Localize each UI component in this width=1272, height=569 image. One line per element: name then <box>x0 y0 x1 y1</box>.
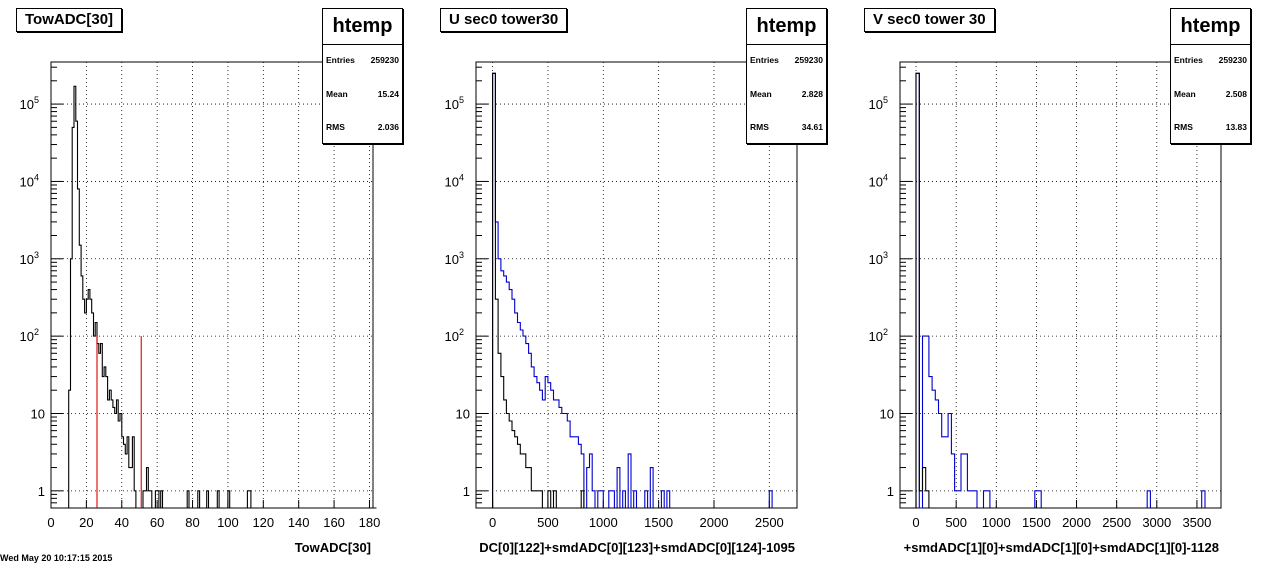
stats-rms-label: RMS <box>1174 122 1193 132</box>
x-tick-label: 100 <box>217 515 239 530</box>
histogram-series-1 <box>68 85 377 509</box>
y-tick-label: 1 <box>463 484 470 499</box>
chart-title: V sec0 tower 30 <box>864 8 995 32</box>
stats-rms-label: RMS <box>750 122 769 132</box>
stats-box: htemp Entries 259230 Mean 2.508 RMS 13.83 <box>1170 8 1251 144</box>
stats-name: htemp <box>1171 9 1250 45</box>
y-tick-label: 10 <box>456 406 470 421</box>
x-axis-label: TowADC[30] <box>294 540 371 555</box>
stats-mean-label: Mean <box>750 89 772 99</box>
pad-1: TowADC[30] htemp Entries 259230 Mean 15.24… <box>0 0 424 569</box>
y-tick-label: 1 <box>38 484 45 499</box>
stats-box: htemp Entries 259230 Mean 2.828 RMS 34.61 <box>746 8 827 144</box>
x-tick-label: 500 <box>945 515 967 530</box>
stats-rms: 13.83 <box>1225 122 1247 132</box>
x-tick-label: 2000 <box>1062 515 1091 530</box>
x-tick-label: 180 <box>359 515 381 530</box>
x-tick-label: 0 <box>489 515 496 530</box>
x-tick-label: 3500 <box>1182 515 1211 530</box>
y-tick-label: 1 <box>887 484 894 499</box>
x-tick-label: 20 <box>79 515 93 530</box>
x-axis-label: +smdADC[1][0]+smdADC[1][0]+smdADC[1][0]-… <box>903 540 1219 555</box>
x-tick-label: 2000 <box>700 515 729 530</box>
stats-rms-label: RMS <box>326 122 345 132</box>
x-tick-label: 0 <box>912 515 919 530</box>
x-axis-label: DC[0][122]+smdADC[0][123]+smdADC[0][124]… <box>479 540 795 555</box>
stats-entries: 259230 <box>370 55 399 65</box>
x-tick-label: 2500 <box>755 515 784 530</box>
stats-mean-label: Mean <box>1174 89 1196 99</box>
y-tick-label: 10 <box>31 406 45 421</box>
stats-box: htemp Entries 259230 Mean 15.24 RMS 2.036 <box>322 8 403 144</box>
x-tick-label: 1500 <box>1022 515 1051 530</box>
x-tick-label: 1500 <box>644 515 673 530</box>
stats-entries: 259230 <box>794 55 823 65</box>
x-tick-label: 60 <box>150 515 164 530</box>
stats-entries-label: Entries <box>326 55 355 65</box>
x-tick-label: 140 <box>288 515 310 530</box>
x-tick-label: 3000 <box>1142 515 1171 530</box>
x-tick-label: 160 <box>323 515 345 530</box>
x-tick-label: 500 <box>537 515 559 530</box>
stats-mean: 2.828 <box>801 89 823 99</box>
x-tick-label: 1000 <box>589 515 618 530</box>
x-tick-label: 40 <box>115 515 129 530</box>
chart-title: U sec0 tower30 <box>440 8 568 32</box>
histogram-series-2 <box>912 72 1205 509</box>
chart-title: TowADC[30] <box>16 8 123 32</box>
histogram-series-2 <box>492 72 773 509</box>
x-tick-label: 0 <box>47 515 54 530</box>
stats-name: htemp <box>747 9 826 45</box>
stats-mean: 15.24 <box>377 89 399 99</box>
stats-entries: 259230 <box>1218 55 1247 65</box>
x-tick-label: 2500 <box>1102 515 1131 530</box>
footer-timestamp: Wed May 20 10:17:15 2015 <box>0 553 113 563</box>
pad-2: U sec0 tower30 htemp Entries 259230 Mean 2… <box>424 0 848 569</box>
y-tick-label: 10 <box>880 406 894 421</box>
x-tick-label: 120 <box>252 515 274 530</box>
pad-3: V sec0 tower 30 htemp Entries 259230 Mean… <box>848 0 1272 569</box>
stats-mean-label: Mean <box>326 89 348 99</box>
stats-rms: 2.036 <box>377 122 399 132</box>
stats-entries-label: Entries <box>1174 55 1203 65</box>
stats-name: htemp <box>323 9 402 45</box>
x-tick-label: 1000 <box>982 515 1011 530</box>
x-tick-label: 80 <box>185 515 199 530</box>
stats-mean: 2.508 <box>1225 89 1247 99</box>
stats-entries-label: Entries <box>750 55 779 65</box>
stats-rms: 34.61 <box>801 122 823 132</box>
